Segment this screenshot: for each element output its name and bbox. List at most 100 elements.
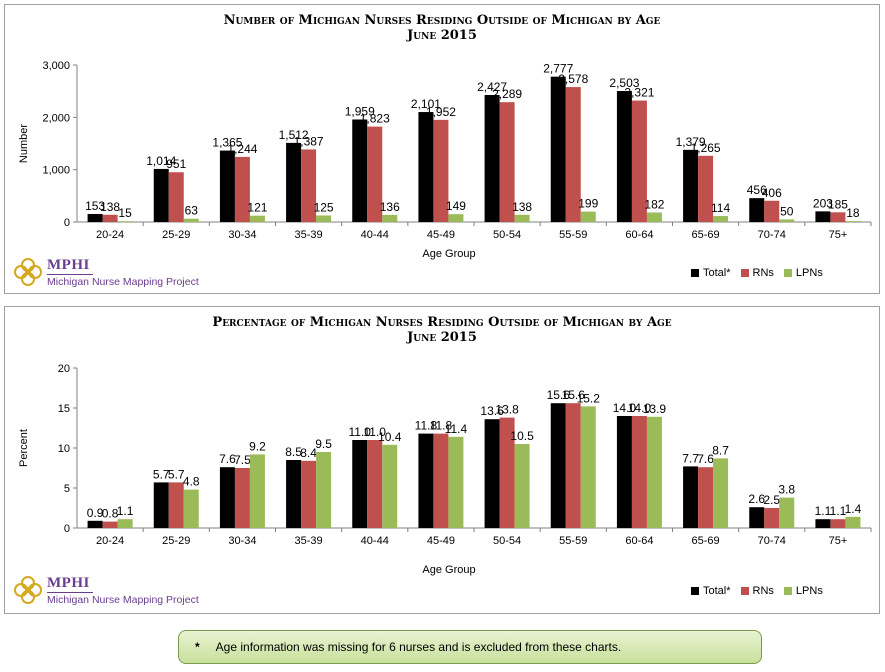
- data-label-rns: 1,952: [426, 105, 456, 119]
- bar-lpns: [713, 216, 729, 222]
- x-tick-label: 65-69: [692, 229, 720, 241]
- bar-total: [749, 507, 765, 528]
- bar-lpns: [249, 215, 265, 222]
- bar-total: [87, 520, 103, 528]
- bar-lpns: [646, 416, 662, 528]
- x-tick-label: 30-34: [228, 535, 256, 547]
- bar-total: [683, 466, 699, 528]
- bar-total: [616, 91, 632, 222]
- bar-rns: [499, 417, 515, 528]
- legend-swatch-total: [691, 269, 699, 277]
- bar-rns: [698, 467, 714, 528]
- x-axis-title: Age Group: [422, 564, 475, 576]
- y-axis-title: Number: [18, 124, 30, 163]
- legend-label-lpns: LPNs: [795, 585, 823, 597]
- data-label-total: 8.5: [285, 445, 302, 459]
- bar-total: [683, 149, 699, 222]
- bar-total: [286, 460, 302, 528]
- bar-total: [749, 198, 765, 222]
- bar-total: [550, 403, 566, 528]
- data-label-lpns: 1.1: [117, 504, 134, 518]
- data-label-lpns: 4.8: [183, 475, 200, 489]
- x-tick-label: 75+: [829, 229, 848, 241]
- data-label-lpns: 13.9: [643, 402, 667, 416]
- data-label-rns: 7.5: [234, 453, 251, 467]
- bar-rns: [830, 212, 846, 222]
- legend-swatch-rns: [740, 269, 749, 277]
- bar-lpns: [514, 444, 530, 528]
- y-tick-label: 3,000: [42, 60, 70, 72]
- x-tick-label: 35-39: [295, 229, 323, 241]
- data-label-rns: 1,265: [691, 141, 721, 155]
- mphi-emblem-icon: [14, 576, 42, 604]
- bar-lpns: [779, 219, 795, 222]
- mphi-logo: MPHI Michigan Nurse Mapping Project: [11, 573, 211, 609]
- bar-rns: [168, 172, 184, 222]
- x-tick-label: 50-54: [493, 229, 521, 241]
- x-tick-label: 40-44: [361, 535, 389, 547]
- bar-total: [815, 211, 831, 222]
- data-label-lpns: 8.7: [712, 443, 729, 457]
- bar-rns: [367, 126, 383, 222]
- bar-lpns: [382, 444, 398, 528]
- bar-rns: [565, 87, 581, 223]
- footnote-box: * Age information was missing for 6 nurs…: [178, 630, 762, 664]
- percent-chart-subtitle: June 2015: [407, 330, 477, 345]
- y-tick-label: 0: [64, 217, 70, 229]
- x-tick-label: 45-49: [427, 535, 455, 547]
- data-label-rns: 2,578: [558, 72, 588, 86]
- data-label-rns: 2.5: [763, 493, 780, 507]
- data-label-total: 2,777: [543, 62, 573, 76]
- bar-rns: [499, 102, 515, 222]
- x-tick-label: 25-29: [162, 229, 190, 241]
- data-label-lpns: 199: [578, 197, 598, 211]
- bar-lpns: [448, 214, 464, 222]
- data-label-total: 11.8: [415, 419, 438, 433]
- data-label-lpns: 11.4: [445, 422, 468, 436]
- bar-rns: [234, 156, 250, 222]
- bar-rns: [631, 100, 647, 222]
- data-label-total: 1,014: [146, 154, 176, 168]
- data-label-lpns: 121: [247, 201, 267, 215]
- mphi-logo-underline: [47, 592, 93, 593]
- data-label-lpns: 3.8: [778, 483, 795, 497]
- project-name: Michigan Nurse Mapping Project: [47, 276, 199, 288]
- data-label-lpns: 1.4: [845, 502, 862, 516]
- x-tick-label: 75+: [829, 535, 848, 547]
- data-label-lpns: 136: [380, 200, 400, 214]
- data-label-lpns: 182: [644, 197, 664, 211]
- legend-label-total: Total*: [703, 585, 731, 597]
- data-label-total: 15.6: [547, 388, 571, 402]
- data-label-rns: 15.6: [562, 388, 586, 402]
- x-tick-label: 20-24: [96, 229, 124, 241]
- x-tick-label: 30-34: [228, 229, 256, 241]
- data-label-total: 203: [813, 196, 833, 210]
- mphi-emblem-icon: [14, 258, 42, 286]
- bar-lpns: [183, 218, 199, 222]
- x-tick-label: 70-74: [758, 229, 786, 241]
- legend-label-total: Total*: [703, 267, 731, 279]
- data-label-rns: 5.7: [168, 467, 185, 481]
- bar-total: [219, 150, 235, 222]
- bar-rns: [433, 119, 449, 222]
- bar-lpns: [713, 458, 729, 528]
- bar-rns: [102, 521, 118, 528]
- bar-lpns: [117, 519, 133, 528]
- bar-rns: [367, 440, 383, 528]
- data-label-lpns: 125: [314, 200, 334, 214]
- count-chart-title: Number of Michigan Nurses Residing Outsi…: [223, 13, 661, 28]
- data-label-total: 2.6: [748, 492, 765, 506]
- mphi-logo-underline: [47, 274, 93, 275]
- bar-lpns: [845, 516, 861, 528]
- bar-rns: [168, 482, 184, 528]
- percent-chart-legend: Total* RNs LPNs: [681, 585, 823, 597]
- data-label-total: 0.9: [87, 506, 104, 520]
- data-label-lpns: 10.4: [378, 430, 402, 444]
- data-label-total: 13.6: [480, 404, 504, 418]
- bar-lpns: [382, 214, 398, 222]
- legend-swatch-lpns: [783, 269, 792, 277]
- count-chart-legend: Total* RNs LPNs: [681, 267, 823, 279]
- bar-rns: [764, 508, 780, 528]
- bar-total: [484, 94, 500, 222]
